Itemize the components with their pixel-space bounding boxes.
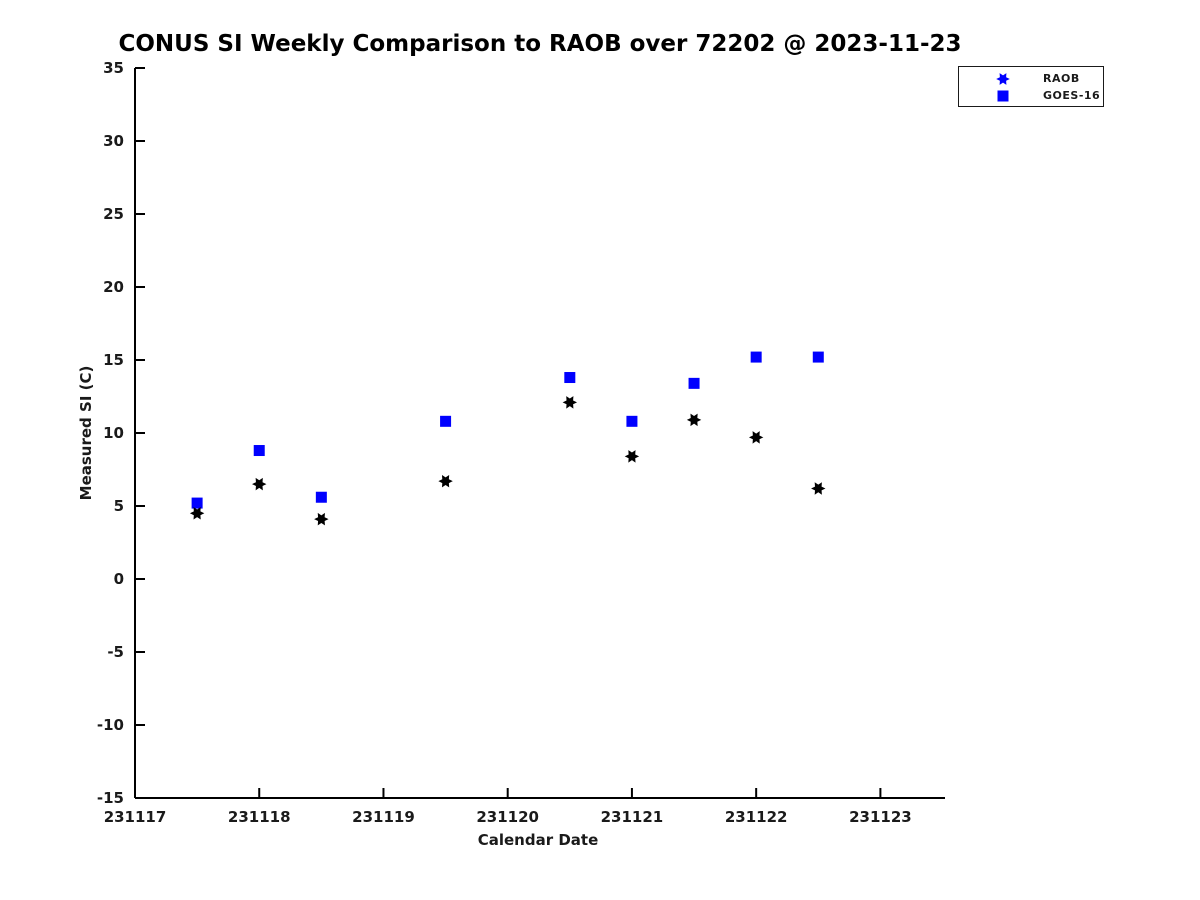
data-point-raob (562, 396, 578, 409)
y-tick-label: 15 (103, 351, 124, 369)
y-tick-label: -15 (97, 789, 124, 807)
legend-label-raob: RAOB (1043, 72, 1080, 85)
data-point-goes16 (626, 415, 638, 427)
y-tick-label: 25 (103, 205, 124, 223)
data-point-raob (314, 512, 329, 526)
goes16-square-icon (995, 88, 1011, 104)
legend-item-goes16: GOES-16 (959, 87, 1103, 104)
data-point-raob (748, 431, 764, 444)
data-point-goes16 (440, 415, 452, 427)
chart-title: CONUS SI Weekly Comparison to RAOB over … (118, 31, 962, 57)
y-tick-label: 35 (103, 59, 124, 77)
y-tick-label: 10 (103, 424, 124, 442)
x-tick-label: 231120 (476, 808, 539, 826)
data-point-raob (686, 413, 702, 427)
legend-label-goes16: GOES-16 (1043, 89, 1101, 102)
x-tick-label: 231117 (104, 808, 167, 826)
y-tick-label: 30 (103, 132, 124, 150)
y-tick-label: 5 (114, 497, 124, 515)
data-point-goes16 (750, 351, 762, 363)
data-point-goes16 (253, 445, 265, 457)
legend: RAOB GOES-16 (958, 66, 1104, 107)
data-point-raob (811, 482, 826, 495)
data-point-goes16 (315, 491, 327, 503)
data-point-goes16 (191, 497, 203, 509)
raob-hexagram-icon (995, 71, 1011, 87)
data-point-goes16 (812, 351, 824, 363)
x-tick-label: 231123 (849, 808, 912, 826)
data-point-raob (624, 450, 640, 463)
x-tick-label: 231118 (228, 808, 291, 826)
y-tick-label: 20 (103, 278, 124, 296)
x-tick-label: 231119 (352, 808, 415, 826)
data-point-goes16 (688, 377, 700, 389)
y-tick-label: -10 (97, 716, 124, 734)
y-tick-label: 0 (114, 570, 124, 588)
y-tick-label: -5 (107, 643, 124, 661)
data-point-goes16 (564, 372, 576, 384)
data-point-raob (252, 477, 267, 491)
legend-item-raob: RAOB (959, 70, 1103, 87)
data-point-raob (438, 474, 453, 488)
x-tick-label: 231122 (725, 808, 788, 826)
x-tick-label: 231121 (601, 808, 664, 826)
x-axis-label: Calendar Date (477, 831, 599, 849)
data-point-raob (189, 507, 205, 520)
